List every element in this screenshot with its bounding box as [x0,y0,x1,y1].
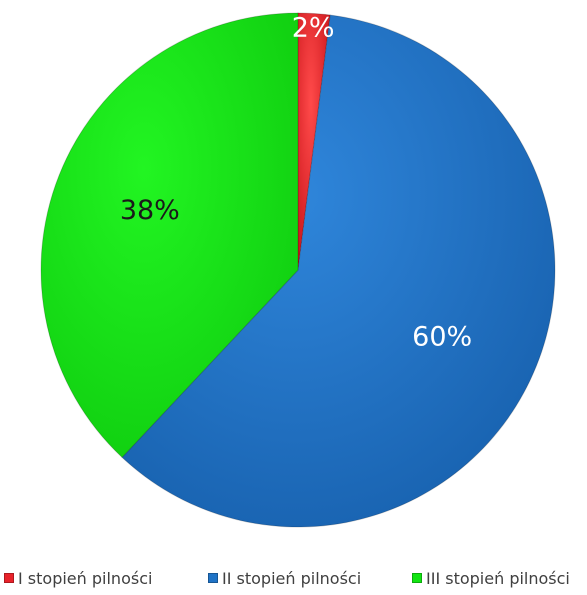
data-label: 2% [292,12,335,43]
legend-label: II stopień pilności [222,568,362,588]
pie-slice [297,12,331,271]
legend-swatch [208,573,218,583]
legend-label: I stopień pilności [18,568,153,588]
data-label: 60% [412,321,472,352]
pie-slices [40,12,556,528]
legend-item-iii-stopien: III stopień pilności [412,566,570,590]
legend-label: III stopień pilności [426,568,570,588]
pie-data-labels: 2% 60% 38% [120,12,472,352]
legend-swatch [412,573,422,583]
legend-item-ii-stopien: II stopień pilności [208,566,361,590]
legend-swatch [4,573,14,583]
legend-item-i-stopien: I stopień pilności [4,566,152,590]
pie-slice [121,14,556,528]
pie-slice [40,12,299,459]
data-label: 38% [120,195,180,226]
legend: I stopień pilności II stopień pilności I… [0,566,587,590]
